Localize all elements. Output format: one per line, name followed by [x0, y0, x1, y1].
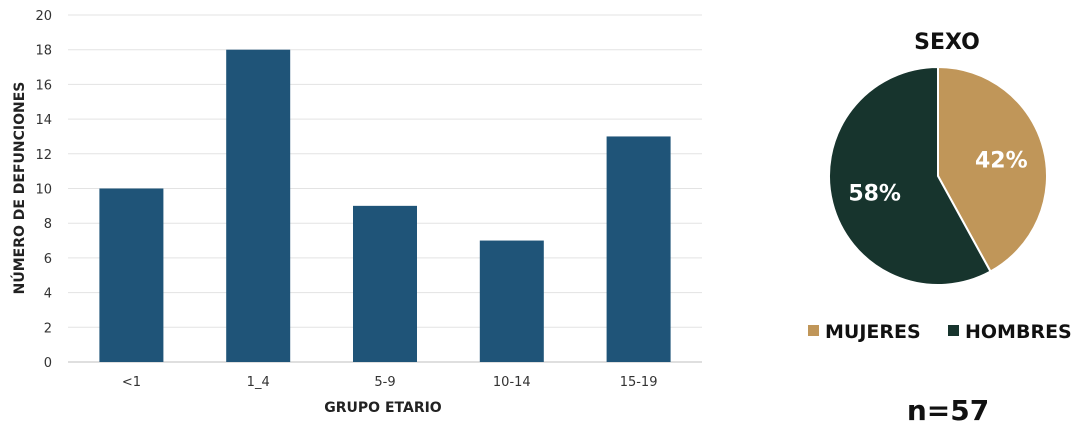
bar-chart: 0 2 4 6 8 10 12 14 16 18 20 <1 1_4 5-9 10-14 15-19 NÚM…: [10, 9, 702, 416]
bar: [226, 49, 291, 362]
pie-labels: 42% 58%: [848, 149, 1027, 207]
x-axis-title: GRUPO ETARIO: [324, 400, 442, 416]
pie-legend: MUJERES HOMBRES: [808, 321, 1072, 343]
legend-swatch: [808, 325, 819, 336]
x-tick-label: <1: [122, 375, 141, 390]
pie-slice-label: 58%: [848, 181, 901, 206]
legend-label: HOMBRES: [965, 321, 1072, 343]
y-tick-label: 8: [44, 217, 52, 232]
bar: [99, 188, 164, 362]
x-tick-label: 1_4: [247, 375, 270, 390]
y-tick-label: 20: [35, 9, 52, 24]
y-tick-label: 6: [44, 252, 52, 267]
y-tick-label: 2: [44, 321, 52, 336]
legend-swatch: [948, 325, 959, 336]
sample-size-label: n=57: [907, 394, 989, 427]
x-tick-label: 15-19: [620, 375, 658, 390]
y-axis-ticks: 0 2 4 6 8 10 12 14 16 18 20: [35, 9, 52, 371]
x-axis-ticks: <1 1_4 5-9 10-14 15-19: [122, 375, 658, 390]
x-tick-label: 5-9: [374, 375, 395, 390]
y-tick-label: 12: [35, 148, 52, 163]
y-axis-title: NÚMERO DE DEFUNCIONES: [10, 82, 28, 295]
y-tick-label: 10: [35, 183, 52, 198]
y-tick-label: 18: [35, 44, 52, 59]
pie-slice: [937, 65, 1048, 273]
y-tick-label: 0: [44, 356, 52, 371]
bar: [479, 240, 544, 362]
y-tick-label: 16: [35, 78, 52, 93]
pie-slice-label: 42%: [975, 149, 1028, 174]
y-tick-label: 4: [44, 287, 52, 302]
x-tick-label: 10-14: [493, 375, 531, 390]
pie-slices: [828, 65, 1048, 286]
bars: [99, 49, 671, 362]
bar: [353, 205, 417, 362]
y-tick-label: 14: [35, 113, 52, 128]
bar: [606, 136, 671, 362]
pie-slice: [828, 65, 992, 286]
pie-title: SEXO: [914, 30, 980, 55]
legend-label: MUJERES: [825, 321, 921, 343]
